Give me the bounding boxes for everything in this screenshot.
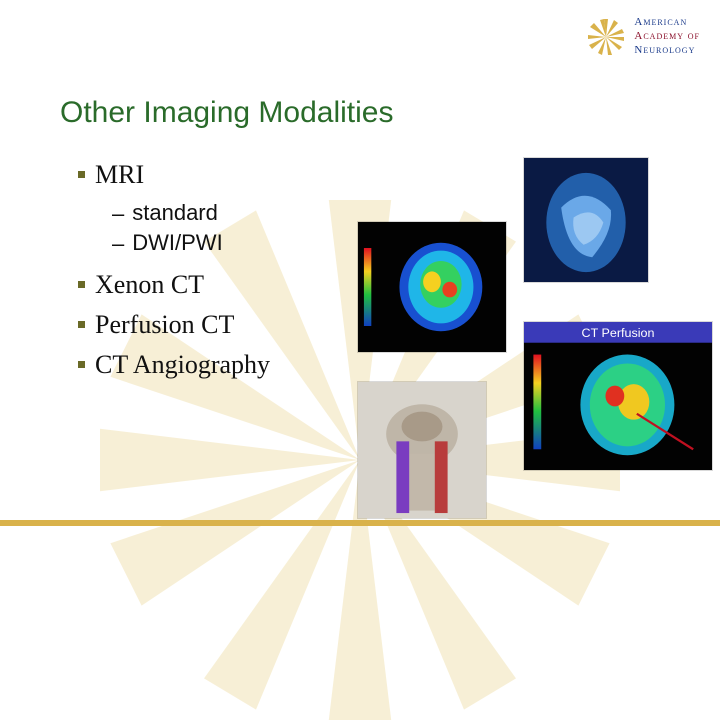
aan-logo: American Academy of Neurology bbox=[586, 16, 700, 57]
bullet-text: Xenon CT bbox=[95, 270, 204, 300]
sub-bullet-item: – standard bbox=[112, 200, 270, 226]
logo-line3: Neurology bbox=[634, 44, 700, 58]
logo-text: American Academy of Neurology bbox=[634, 16, 700, 57]
bullet-dot-icon bbox=[78, 171, 85, 178]
bullet-item: Perfusion CT bbox=[78, 310, 270, 340]
sub-bullet-item: – DWI/PWI bbox=[112, 230, 270, 256]
dash-icon: – bbox=[112, 233, 124, 255]
dash-icon: – bbox=[112, 203, 124, 225]
logo-line2: Academy of bbox=[634, 30, 700, 44]
bullet-dot-icon bbox=[78, 361, 85, 368]
bullet-dot-icon bbox=[78, 321, 85, 328]
sub-bullet-group: – standard – DWI/PWI bbox=[112, 200, 270, 256]
starburst-icon bbox=[586, 17, 626, 57]
bullet-list: MRI – standard – DWI/PWI Xenon CT Perfus… bbox=[78, 160, 270, 390]
logo-line1: American bbox=[634, 16, 700, 30]
bullet-item: MRI bbox=[78, 160, 270, 190]
sub-bullet-text: standard bbox=[132, 200, 218, 226]
ct-perfusion-image: CT Perfusion bbox=[524, 322, 712, 470]
perfusion-map-image bbox=[358, 222, 506, 352]
footer-bar bbox=[0, 520, 720, 526]
bullet-text: MRI bbox=[95, 160, 144, 190]
ct-angiography-image bbox=[358, 382, 486, 518]
bullet-text: CT Angiography bbox=[95, 350, 270, 380]
bullet-text: Perfusion CT bbox=[95, 310, 234, 340]
bullet-item: CT Angiography bbox=[78, 350, 270, 380]
bullet-item: Xenon CT bbox=[78, 270, 270, 300]
bullet-dot-icon bbox=[78, 281, 85, 288]
ct-perfusion-title: CT Perfusion bbox=[582, 326, 655, 340]
sub-bullet-text: DWI/PWI bbox=[132, 230, 222, 256]
slide-title: Other Imaging Modalities bbox=[60, 96, 394, 130]
mri-sagittal-image bbox=[524, 158, 648, 282]
